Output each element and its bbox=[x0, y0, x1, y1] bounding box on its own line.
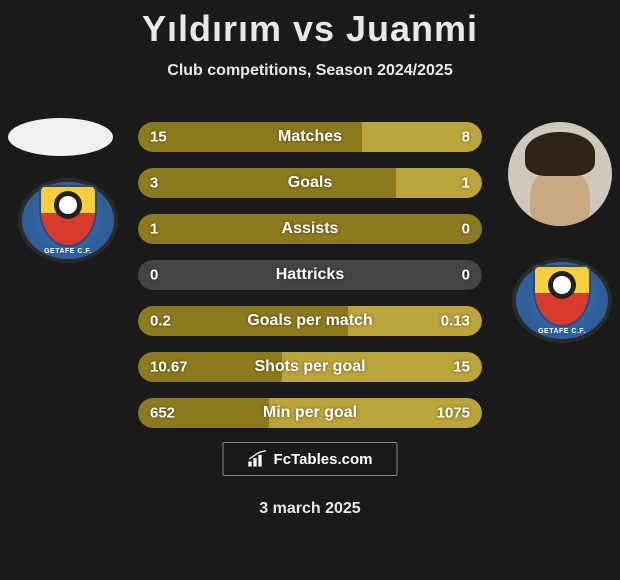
stat-value-left: 1 bbox=[150, 221, 158, 238]
footer-brand-text: FcTables.com bbox=[274, 451, 373, 468]
getafe-badge-icon: GETAFE C.F. bbox=[512, 258, 612, 343]
chart-icon bbox=[248, 450, 268, 468]
getafe-badge-icon: GETAFE C.F. bbox=[18, 178, 118, 263]
stat-value-left: 652 bbox=[150, 405, 175, 422]
stat-row: Matches 15 8 bbox=[138, 122, 482, 152]
stat-row: Shots per goal 10.67 15 bbox=[138, 352, 482, 382]
stat-row: Min per goal 652 1075 bbox=[138, 398, 482, 428]
stat-row: Goals per match 0.2 0.13 bbox=[138, 306, 482, 336]
stat-value-left: 10.67 bbox=[150, 359, 188, 376]
player-left-avatar bbox=[8, 118, 113, 156]
stat-row: Goals 3 1 bbox=[138, 168, 482, 198]
date-text: 3 march 2025 bbox=[259, 500, 360, 518]
stat-row: Hattricks 0 0 bbox=[138, 260, 482, 290]
stat-fill-left bbox=[138, 168, 396, 198]
stat-row: Assists 1 0 bbox=[138, 214, 482, 244]
stat-label: Shots per goal bbox=[254, 358, 365, 376]
stat-value-left: 0.2 bbox=[150, 313, 171, 330]
subtitle: Club competitions, Season 2024/2025 bbox=[0, 62, 620, 80]
player-right-avatar bbox=[508, 122, 612, 226]
face-placeholder bbox=[508, 122, 612, 226]
stat-value-right: 8 bbox=[462, 129, 470, 146]
club-right-text: GETAFE C.F. bbox=[516, 328, 608, 335]
stat-label: Hattricks bbox=[276, 266, 344, 284]
club-left-badge: GETAFE C.F. bbox=[18, 178, 118, 263]
stat-value-right: 1075 bbox=[437, 405, 470, 422]
stats-container: Matches 15 8 Goals 3 1 Assists 1 0 Hattricks 0 0 Goa… bbox=[138, 122, 482, 444]
stat-value-right: 0.13 bbox=[441, 313, 470, 330]
stat-label: Min per goal bbox=[263, 404, 357, 422]
stat-value-right: 0 bbox=[462, 221, 470, 238]
stat-label: Goals per match bbox=[247, 312, 372, 330]
stat-value-left: 0 bbox=[150, 267, 158, 284]
club-right-badge: GETAFE C.F. bbox=[512, 258, 612, 343]
club-left-text: GETAFE C.F. bbox=[22, 248, 114, 255]
footer-brand-box[interactable]: FcTables.com bbox=[223, 442, 398, 476]
stat-value-right: 15 bbox=[453, 359, 470, 376]
stat-label: Matches bbox=[278, 128, 342, 146]
page-title: Yıldırım vs Juanmi bbox=[0, 0, 620, 50]
stat-label: Assists bbox=[282, 220, 339, 238]
stat-value-right: 0 bbox=[462, 267, 470, 284]
stat-label: Goals bbox=[288, 174, 332, 192]
stat-value-right: 1 bbox=[462, 175, 470, 192]
stat-value-left: 3 bbox=[150, 175, 158, 192]
stat-value-left: 15 bbox=[150, 129, 167, 146]
